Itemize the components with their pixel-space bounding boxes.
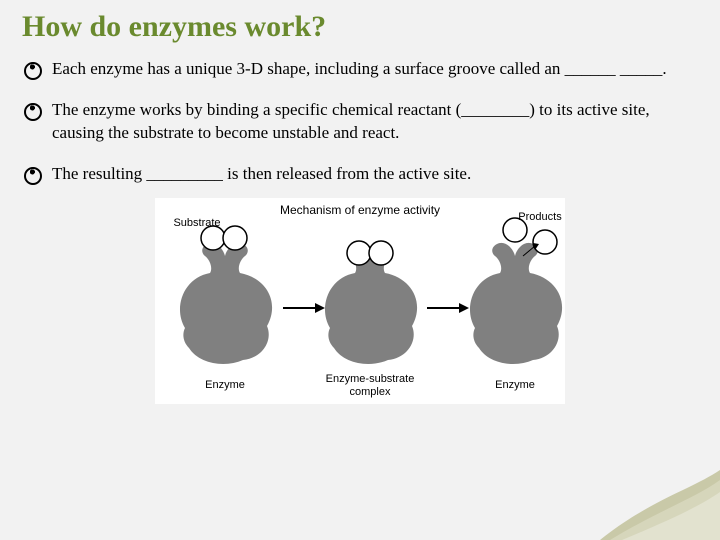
slide: How do enzymes work? Each enzyme has a u… — [0, 0, 720, 540]
label-enzyme-left: Enzyme — [205, 379, 245, 391]
bullet-text: The enzyme works by binding a specific c… — [52, 100, 650, 142]
bullet-item: Each enzyme has a unique 3-D shape, incl… — [46, 58, 698, 81]
bullet-text: Each enzyme has a unique 3-D shape, incl… — [52, 59, 667, 78]
diagram-container: Mechanism of enzyme activity Substrate E… — [22, 198, 698, 404]
label-complex-line1: Enzyme-substrate — [326, 373, 415, 385]
bullet-item: The enzyme works by binding a specific c… — [46, 99, 698, 145]
slide-title: How do enzymes work? — [22, 10, 698, 44]
label-products: Products — [518, 211, 562, 223]
corner-accent-icon — [600, 470, 720, 540]
label-complex-line2: complex — [350, 386, 391, 398]
bullet-list: Each enzyme has a unique 3-D shape, incl… — [22, 58, 698, 186]
bullet-item: The resulting _________ is then released… — [46, 163, 698, 186]
diagram-title: Mechanism of enzyme activity — [280, 203, 440, 217]
label-substrate: Substrate — [173, 217, 220, 229]
label-enzyme-right: Enzyme — [495, 379, 535, 391]
enzyme-diagram: Mechanism of enzyme activity Substrate E… — [155, 198, 565, 404]
bullet-text: The resulting _________ is then released… — [52, 164, 471, 183]
